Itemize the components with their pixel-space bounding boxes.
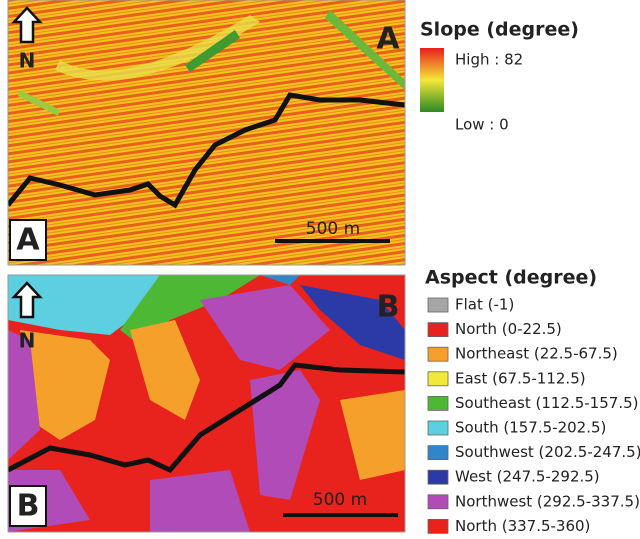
legend-swatch [428, 470, 448, 484]
legend-label: Southwest (202.5-247.5) [455, 443, 640, 461]
legend-label: South (157.5-202.5) [455, 419, 606, 437]
legend-swatch [428, 519, 448, 533]
panel-label: B [377, 290, 400, 325]
legend-swatch [428, 372, 448, 386]
scale-label: 500 m [306, 219, 360, 239]
scale-label: 500 m [313, 490, 367, 510]
north-label: N [19, 49, 36, 73]
figure: N A A 500 m Slope (degree) High : 82 Low… [0, 0, 640, 539]
legend-label: Northeast (22.5-67.5) [455, 345, 618, 363]
legend-title: Aspect (degree) [425, 267, 597, 289]
legend-label: Flat (-1) [455, 296, 514, 314]
legend-label: North (0-22.5) [455, 320, 562, 338]
panel-label: A [376, 22, 400, 57]
legend-swatch [428, 421, 448, 435]
legend-swatch [428, 446, 448, 460]
corner-label: A [16, 223, 40, 258]
slope-ramp [420, 48, 444, 112]
north-label: N [19, 329, 36, 353]
legend-swatch [428, 347, 448, 361]
legend-label: North (337.5-360) [455, 517, 590, 535]
legend-label: West (247.5-292.5) [455, 468, 600, 486]
legend-label: Northwest (292.5-337.5) [455, 492, 640, 510]
legend-label: Southeast (112.5-157.5) [455, 394, 638, 412]
legend-swatch [428, 495, 448, 509]
legend-low: Low : 0 [455, 116, 509, 134]
legend-swatch [428, 396, 448, 410]
corner-label: B [17, 489, 40, 524]
aspect-legend: Flat (-1) North (0-22.5) Northeast (22.5-6… [428, 296, 640, 535]
legend-swatch [428, 298, 448, 312]
legend-label: East (67.5-112.5) [455, 369, 586, 387]
legend-swatch [428, 323, 448, 337]
legend-title: Slope (degree) [420, 19, 579, 41]
legend-high: High : 82 [455, 51, 523, 69]
